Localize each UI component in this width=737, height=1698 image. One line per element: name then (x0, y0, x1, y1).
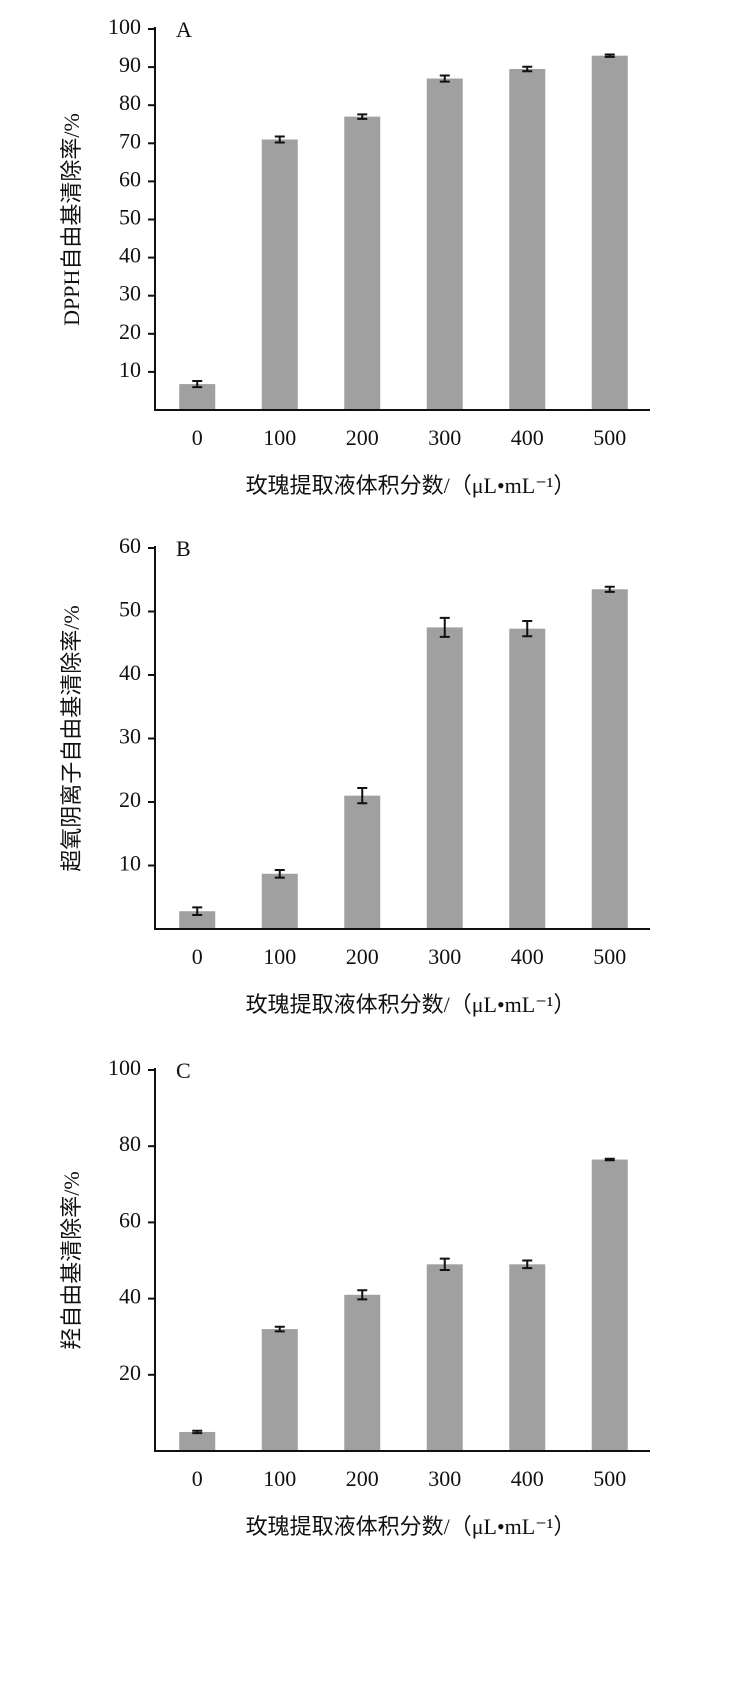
bar (344, 116, 381, 410)
y-tick-label: 80 (119, 90, 141, 115)
y-tick-label: 100 (108, 1055, 141, 1080)
bar (426, 627, 463, 929)
y-tick-label: 90 (119, 52, 141, 77)
bar (509, 628, 546, 929)
bar (344, 795, 381, 929)
y-tick-label: 60 (119, 533, 141, 558)
error-bar (357, 787, 368, 805)
y-tick-label: 40 (119, 243, 141, 268)
y-axis-label: DPPH自由基清除率/% (59, 113, 84, 326)
y-axis-label: 羟自由基清除率/% (59, 1171, 84, 1349)
x-axis-label: 玫瑰提取液体积分数/（μL•mL⁻¹） (246, 473, 576, 498)
y-tick-label: 70 (119, 128, 141, 153)
x-tick-label: 0 (192, 1466, 203, 1491)
y-tick-label: 30 (119, 724, 141, 749)
x-tick-label: 200 (346, 944, 379, 969)
x-tick-label: 100 (263, 944, 296, 969)
bar (591, 55, 628, 411)
error-bar (192, 906, 203, 917)
error-bar (604, 53, 615, 58)
y-tick-label: 40 (119, 1284, 141, 1309)
error-bar (192, 380, 203, 389)
error-bar (439, 616, 450, 638)
x-tick-label: 500 (593, 1466, 626, 1491)
bar (509, 69, 546, 410)
x-tick-label: 300 (428, 944, 461, 969)
error-bar (357, 113, 368, 120)
x-tick-label: 500 (593, 944, 626, 969)
bar (426, 1264, 463, 1451)
x-tick-label: 300 (428, 1466, 461, 1491)
x-tick-label: 500 (593, 425, 626, 450)
panel-label: A (176, 17, 192, 42)
x-tick-label: 400 (511, 1466, 544, 1491)
bar (179, 911, 216, 929)
error-bar (192, 1429, 203, 1435)
x-tick-label: 200 (346, 425, 379, 450)
x-axis-label: 玫瑰提取液体积分数/（μL•mL⁻¹） (246, 1514, 576, 1539)
x-tick-label: 300 (428, 425, 461, 450)
bar (261, 139, 298, 411)
error-bar (439, 1257, 450, 1272)
panel-label: C (176, 1058, 191, 1083)
x-tick-label: 0 (192, 425, 203, 450)
bar (426, 78, 463, 410)
bar (179, 1431, 216, 1451)
y-tick-label: 20 (119, 319, 141, 344)
bar (591, 589, 628, 929)
bar (261, 873, 298, 929)
y-tick-label: 50 (119, 597, 141, 622)
bar (344, 1294, 381, 1451)
y-axis-label: 超氧阴离子自由基清除率/% (59, 605, 84, 871)
y-tick-label: 40 (119, 660, 141, 685)
x-tick-label: 400 (511, 944, 544, 969)
error-bar (274, 868, 285, 879)
y-tick-label: 80 (119, 1131, 141, 1156)
bar (591, 1159, 628, 1451)
error-bar (274, 135, 285, 144)
x-axis-label: 玫瑰提取液体积分数/（μL•mL⁻¹） (246, 992, 576, 1017)
y-tick-label: 60 (119, 1207, 141, 1232)
y-tick-label: 20 (119, 787, 141, 812)
x-tick-label: 400 (511, 425, 544, 450)
y-tick-label: 100 (108, 14, 141, 39)
error-bar (439, 74, 450, 83)
x-tick-label: 0 (192, 944, 203, 969)
x-tick-label: 200 (346, 1466, 379, 1491)
error-bar (604, 585, 615, 593)
y-tick-label: 20 (119, 1360, 141, 1385)
x-tick-label: 100 (263, 425, 296, 450)
x-tick-label: 100 (263, 1466, 296, 1491)
error-bar (604, 1157, 615, 1162)
y-tick-label: 50 (119, 205, 141, 230)
bar (179, 384, 216, 410)
error-bar (357, 1289, 368, 1301)
y-tick-label: 10 (119, 851, 141, 876)
error-bar (522, 65, 533, 73)
y-tick-label: 30 (119, 281, 141, 306)
bar (509, 1264, 546, 1451)
bar (261, 1329, 298, 1451)
error-bar (274, 1325, 285, 1333)
error-bar (522, 1259, 533, 1270)
panel-label: B (176, 536, 191, 561)
error-bar (522, 620, 533, 638)
y-tick-label: 10 (119, 357, 141, 382)
y-tick-label: 60 (119, 166, 141, 191)
